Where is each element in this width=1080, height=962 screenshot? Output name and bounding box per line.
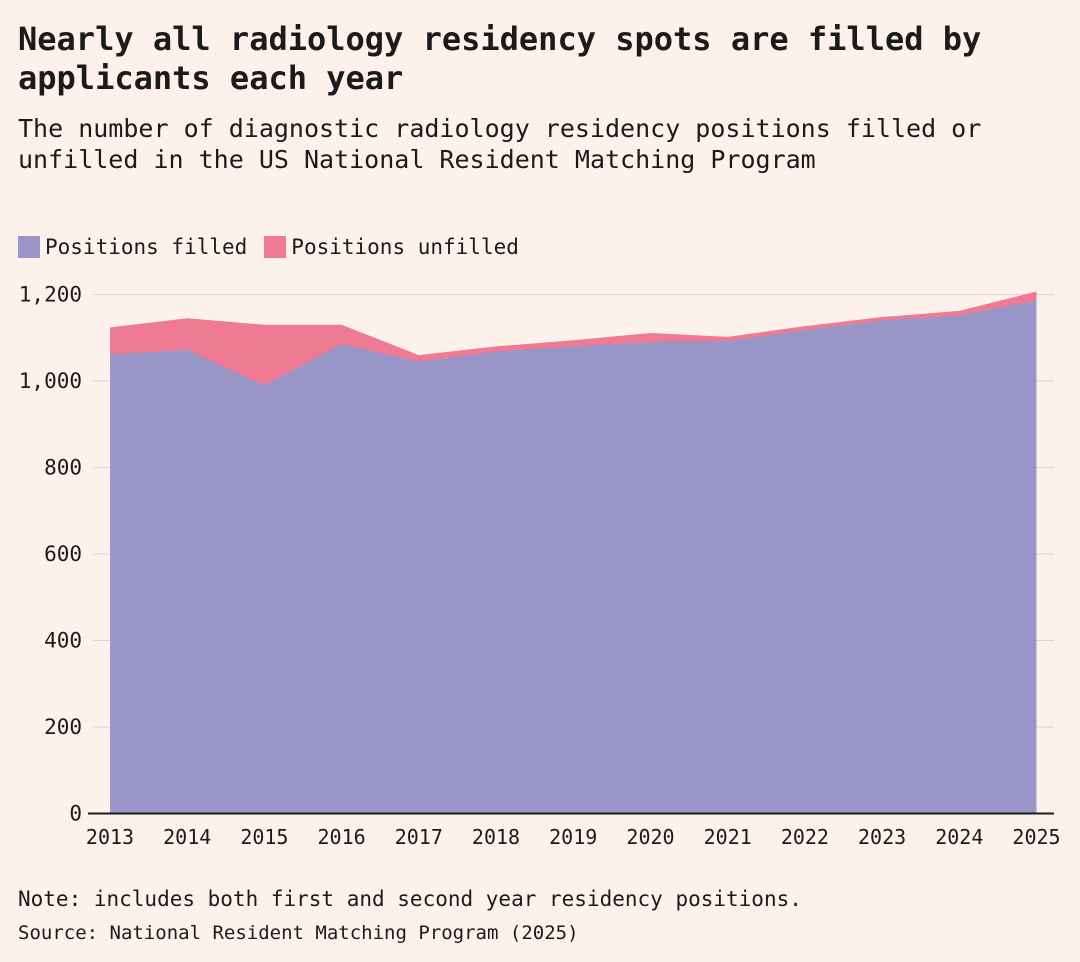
chart-note: Note: includes both first and second yea…: [18, 887, 802, 911]
area-positions-filled: [110, 300, 1037, 814]
y-tick-label: 200: [44, 715, 82, 739]
y-tick-label: 1,200: [19, 283, 82, 307]
legend: Positions filled Positions unfilled: [18, 236, 519, 258]
legend-item-positions-filled: Positions filled: [18, 236, 247, 258]
x-tick-label-2023: 2023: [858, 825, 906, 849]
chart-source: Source: National Resident Matching Progr…: [18, 922, 579, 944]
legend-item-positions-unfilled: Positions unfilled: [264, 236, 519, 258]
x-tick-label-2021: 2021: [704, 825, 752, 849]
x-tick-label-2024: 2024: [935, 825, 983, 849]
legend-label-filled: Positions filled: [45, 235, 248, 259]
y-tick-label: 400: [44, 629, 82, 653]
y-tick-label: 1,000: [19, 369, 82, 393]
x-tick-label-2014: 2014: [163, 825, 211, 849]
x-tick-label-2019: 2019: [549, 825, 597, 849]
legend-swatch-unfilled-icon: [264, 236, 287, 258]
y-tick-label: 0: [69, 802, 82, 826]
x-tick-label-2013: 2013: [86, 825, 134, 849]
y-tick-label: 800: [44, 456, 82, 480]
x-tick-label-2015: 2015: [240, 825, 288, 849]
chart-subtitle: The number of diagnostic radiology resid…: [18, 114, 982, 174]
legend-swatch-filled-icon: [18, 236, 40, 258]
x-tick-label-2017: 2017: [395, 825, 443, 849]
x-tick-label-2022: 2022: [781, 825, 829, 849]
page-title: Nearly all radiology residency spots are…: [18, 20, 982, 97]
x-tick-label-2020: 2020: [626, 825, 674, 849]
x-tick-label-2025: 2025: [1012, 825, 1060, 849]
x-tick-label-2016: 2016: [318, 825, 366, 849]
y-tick-label: 600: [44, 542, 82, 566]
legend-label-unfilled: Positions unfilled: [291, 235, 519, 259]
x-tick-label-2018: 2018: [472, 825, 520, 849]
